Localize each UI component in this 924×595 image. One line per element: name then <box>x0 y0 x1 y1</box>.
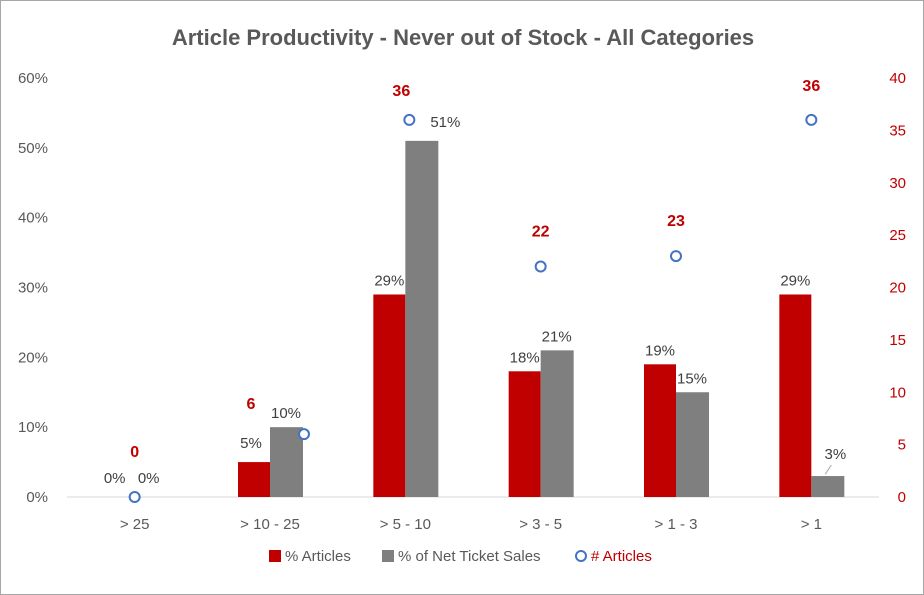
y-right-tick-label: 15 <box>889 332 906 349</box>
y-left-tick-label: 30% <box>18 280 48 297</box>
data-label-pct-articles: 18% <box>510 349 540 366</box>
bars <box>238 140 845 497</box>
y-left-tick-label: 10% <box>18 419 48 436</box>
legend-label-num-articles: # Articles <box>591 548 652 565</box>
y-left-tick-label: 40% <box>18 210 48 227</box>
y-right-tick-label: 35 <box>889 122 906 139</box>
legend-swatch-pct-net-ticket-sales <box>382 550 394 562</box>
y-right-tick-label: 30 <box>889 175 906 192</box>
data-label-pct-net-ticket-sales: 15% <box>677 370 707 387</box>
legend-label-pct-articles: % Articles <box>285 548 351 565</box>
data-label-num-articles: 23 <box>667 213 685 230</box>
data-label-pct-net-ticket-sales: 10% <box>271 405 301 422</box>
data-label-num-articles: 36 <box>802 78 820 95</box>
x-tick-label: > 25 <box>120 516 150 533</box>
marker-num-articles <box>298 428 310 441</box>
data-label-pct-net-ticket-sales: 3% <box>824 446 846 463</box>
data-label-num-articles: 0 <box>130 444 139 461</box>
marker-num-articles <box>403 113 416 126</box>
y-left-tick-label: 60% <box>18 70 48 87</box>
data-label-pct-articles: 5% <box>240 435 262 452</box>
marker-num-articles <box>805 113 818 126</box>
legend-swatch-pct-articles <box>269 550 281 562</box>
data-label-num-articles: 6 <box>247 396 256 413</box>
x-tick-label: > 1 - 3 <box>655 516 698 533</box>
data-label-pct-net-ticket-sales: 51% <box>430 114 460 131</box>
markers <box>128 113 818 503</box>
data-label-pct-net-ticket-sales: 0% <box>138 470 160 487</box>
x-tick-label: > 1 <box>801 516 822 533</box>
data-label-pct-articles: 0% <box>104 470 126 487</box>
bar-pct-articles <box>779 294 812 497</box>
bar-pct-net-ticket-sales <box>811 476 845 497</box>
bar-pct-articles <box>238 462 270 497</box>
data-label-num-articles: 22 <box>532 224 550 241</box>
bar-pct-articles <box>508 371 541 497</box>
y-left-tick-label: 20% <box>18 349 48 366</box>
legend-marker-num-articles <box>575 550 587 562</box>
y-right-tick-label: 20 <box>889 280 906 297</box>
bar-pct-net-ticket-sales <box>405 140 439 497</box>
legend-label-pct-net-ticket-sales: % of Net Ticket Sales <box>398 548 541 565</box>
bar-pct-articles <box>644 364 676 497</box>
data-label-pct-net-ticket-sales: 21% <box>542 328 572 345</box>
data-label-num-articles: 36 <box>392 83 410 100</box>
y-right-tick-label: 10 <box>889 384 906 401</box>
data-label-pct-articles: 19% <box>645 342 675 359</box>
marker-num-articles <box>128 491 141 503</box>
bar-pct-net-ticket-sales <box>540 350 574 497</box>
legend: % Articles % of Net Ticket Sales # Article… <box>269 548 652 565</box>
data-label-pct-articles: 29% <box>374 272 404 289</box>
chart-title: Article Productivity - Never out of Stoc… <box>172 25 754 50</box>
marker-num-articles <box>534 260 547 273</box>
y-left-tick-label: 0% <box>26 489 48 506</box>
bar-pct-net-ticket-sales <box>676 392 709 497</box>
data-labels: 0% 0%05%10%629%51%3618%21%2219%15%2329%3%… <box>104 78 846 487</box>
x-tick-label: > 5 - 10 <box>380 516 431 533</box>
data-label-leader-line <box>824 464 832 475</box>
bar-pct-net-ticket-sales <box>270 427 303 497</box>
y-left-tick-label: 50% <box>18 140 48 157</box>
x-tick-label: > 10 - 25 <box>240 516 300 533</box>
y-right-tick-label: 5 <box>898 437 906 454</box>
marker-num-articles <box>670 250 682 263</box>
y-right-tick-label: 0 <box>898 489 906 506</box>
x-tick-label: > 3 - 5 <box>519 516 562 533</box>
data-label-pct-articles: 29% <box>780 272 810 289</box>
y-right-tick-label: 25 <box>889 227 906 244</box>
y-right-tick-label: 40 <box>889 70 906 87</box>
bar-pct-articles <box>373 294 406 497</box>
